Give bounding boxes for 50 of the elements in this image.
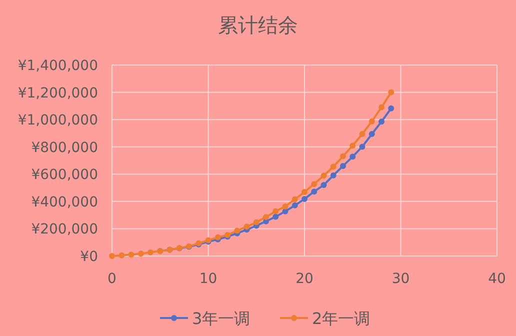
point [388, 105, 394, 112]
point [272, 214, 279, 220]
point [302, 196, 308, 202]
point [282, 203, 288, 210]
point [330, 172, 336, 178]
point [234, 228, 240, 234]
point [340, 162, 346, 169]
y-tick-label: ¥1,400,000 [18, 58, 98, 74]
point [292, 196, 298, 202]
x-tick-label: 30 [392, 271, 410, 287]
point [118, 252, 125, 258]
point [302, 189, 308, 196]
point [263, 214, 269, 220]
point [359, 131, 366, 138]
point [253, 219, 260, 226]
y-tick-label: ¥1,200,000 [18, 85, 98, 102]
point [272, 208, 279, 214]
point [330, 164, 336, 170]
point [340, 153, 346, 160]
point [320, 182, 327, 188]
y-tick-label: ¥800,000 [31, 140, 98, 156]
point [350, 142, 356, 149]
x-tick-label: 10 [199, 271, 218, 287]
x-tick-label: 20 [296, 271, 314, 287]
point [292, 202, 298, 208]
y-tick-label: ¥400,000 [31, 194, 98, 210]
y-tick-label: ¥1,000,000 [18, 112, 98, 129]
x-tick-label: 40 [488, 271, 506, 287]
x-tick-label: 0 [108, 271, 116, 287]
point [368, 118, 375, 124]
legend-label: 2年一调 [312, 309, 370, 328]
point [311, 180, 318, 187]
point [378, 118, 384, 125]
point [320, 172, 327, 179]
point [109, 253, 115, 259]
y-tick-label: ¥0 [80, 249, 98, 265]
point [378, 104, 384, 110]
point [388, 89, 394, 96]
point [368, 131, 375, 138]
point [244, 224, 250, 230]
y-tick-label: ¥200,000 [31, 222, 98, 238]
legend-label: 3年一调 [192, 309, 250, 328]
point [350, 154, 356, 160]
point [128, 252, 134, 258]
point [138, 250, 144, 257]
point [359, 144, 366, 150]
y-tick-label: ¥600,000 [31, 167, 98, 184]
chart-title: 累计结余 [218, 13, 298, 37]
point [148, 249, 154, 256]
point [311, 188, 318, 195]
